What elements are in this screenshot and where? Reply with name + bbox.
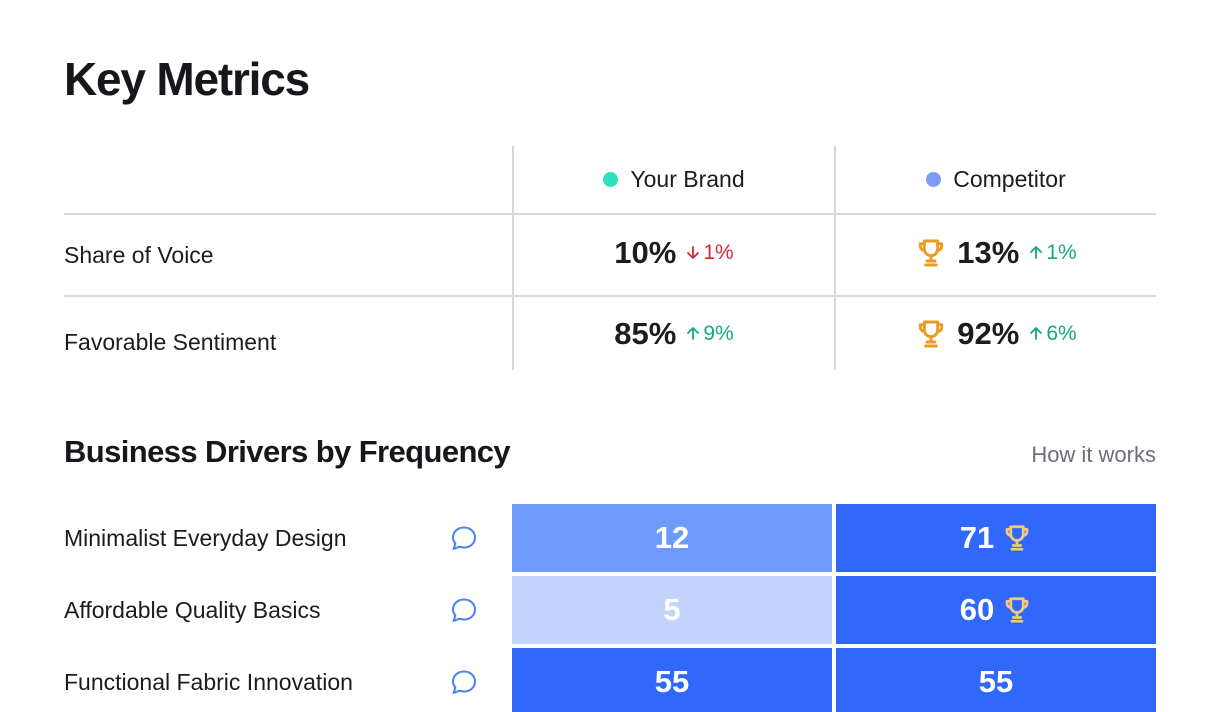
metric-delta: 1% [1029,241,1077,265]
column-header-competitor: Competitor [836,146,1156,213]
trophy-icon [1002,595,1032,625]
heatmap-cell-competitor: 60 [836,576,1156,644]
heatmap-value: 55 [978,664,1014,699]
arrow-up-icon [1029,326,1043,342]
row-divider [64,295,1156,297]
how-it-works-link[interactable]: How it works [1031,442,1156,467]
heatmap-value: 60 [959,592,995,627]
metric-label-share-of-voice: Share of Voice [64,241,214,268]
driver-label: Functional Fabric Innovation [64,668,353,695]
metric-delta-value: 1% [1046,241,1077,264]
comment-icon[interactable] [449,523,479,553]
metric-value: 10% [614,235,677,270]
heatmap-cell-brand: 5 [512,576,832,644]
key-metrics-table: Your Brand Competitor Share of Voice 10%… [64,146,1156,370]
heatmap-value: 55 [654,664,690,699]
your-brand-legend-dot [603,172,619,187]
heatmap-value: 12 [654,520,690,555]
metric-label-favorable-sentiment: Favorable Sentiment [64,328,277,355]
page-title: Key Metrics [64,53,310,105]
comment-icon[interactable] [449,595,479,625]
arrow-up-icon [1029,245,1043,261]
heatmap-cell-brand: 12 [512,504,832,572]
row-divider [64,213,1156,215]
arrow-down-icon [686,245,700,261]
metric-value: 85% [614,316,677,351]
metric-delta: 9% [686,322,734,346]
heatmap-cell-competitor: 71 [836,504,1156,572]
column-header-label: Competitor [953,166,1066,192]
trophy-icon [1002,523,1032,553]
metric-delta-value: 1% [703,241,734,264]
column-divider [512,146,514,370]
metric-delta-value: 6% [1046,322,1077,345]
column-header-your-brand: Your Brand [514,146,834,213]
column-header-label: Your Brand [630,166,745,192]
metric-delta: 6% [1029,322,1077,346]
metric-value: 13% [957,235,1020,270]
driver-label: Affordable Quality Basics [64,596,321,623]
trophy-icon [915,237,947,269]
comment-icon[interactable] [449,667,479,697]
metric-cell: 92% 6% [836,314,1156,354]
trophy-icon [915,318,947,350]
column-divider [834,146,836,370]
driver-label: Minimalist Everyday Design [64,524,347,551]
arrow-up-icon [686,326,700,342]
metric-cell: 13% 1% [836,233,1156,273]
metric-cell: 10% 1% [514,233,834,273]
heatmap-cell-competitor: 55 [836,648,1156,712]
heatmap-value: 71 [959,520,995,555]
metric-delta: 1% [686,241,734,265]
section-title: Business Drivers by Frequency [64,434,511,469]
heatmap-value: 5 [663,592,681,627]
heatmap-cell-brand: 55 [512,648,832,712]
metric-delta-value: 9% [703,322,734,345]
metric-value: 92% [957,316,1020,351]
metric-cell: 85% 9% [514,314,834,354]
competitor-legend-dot [926,172,942,187]
